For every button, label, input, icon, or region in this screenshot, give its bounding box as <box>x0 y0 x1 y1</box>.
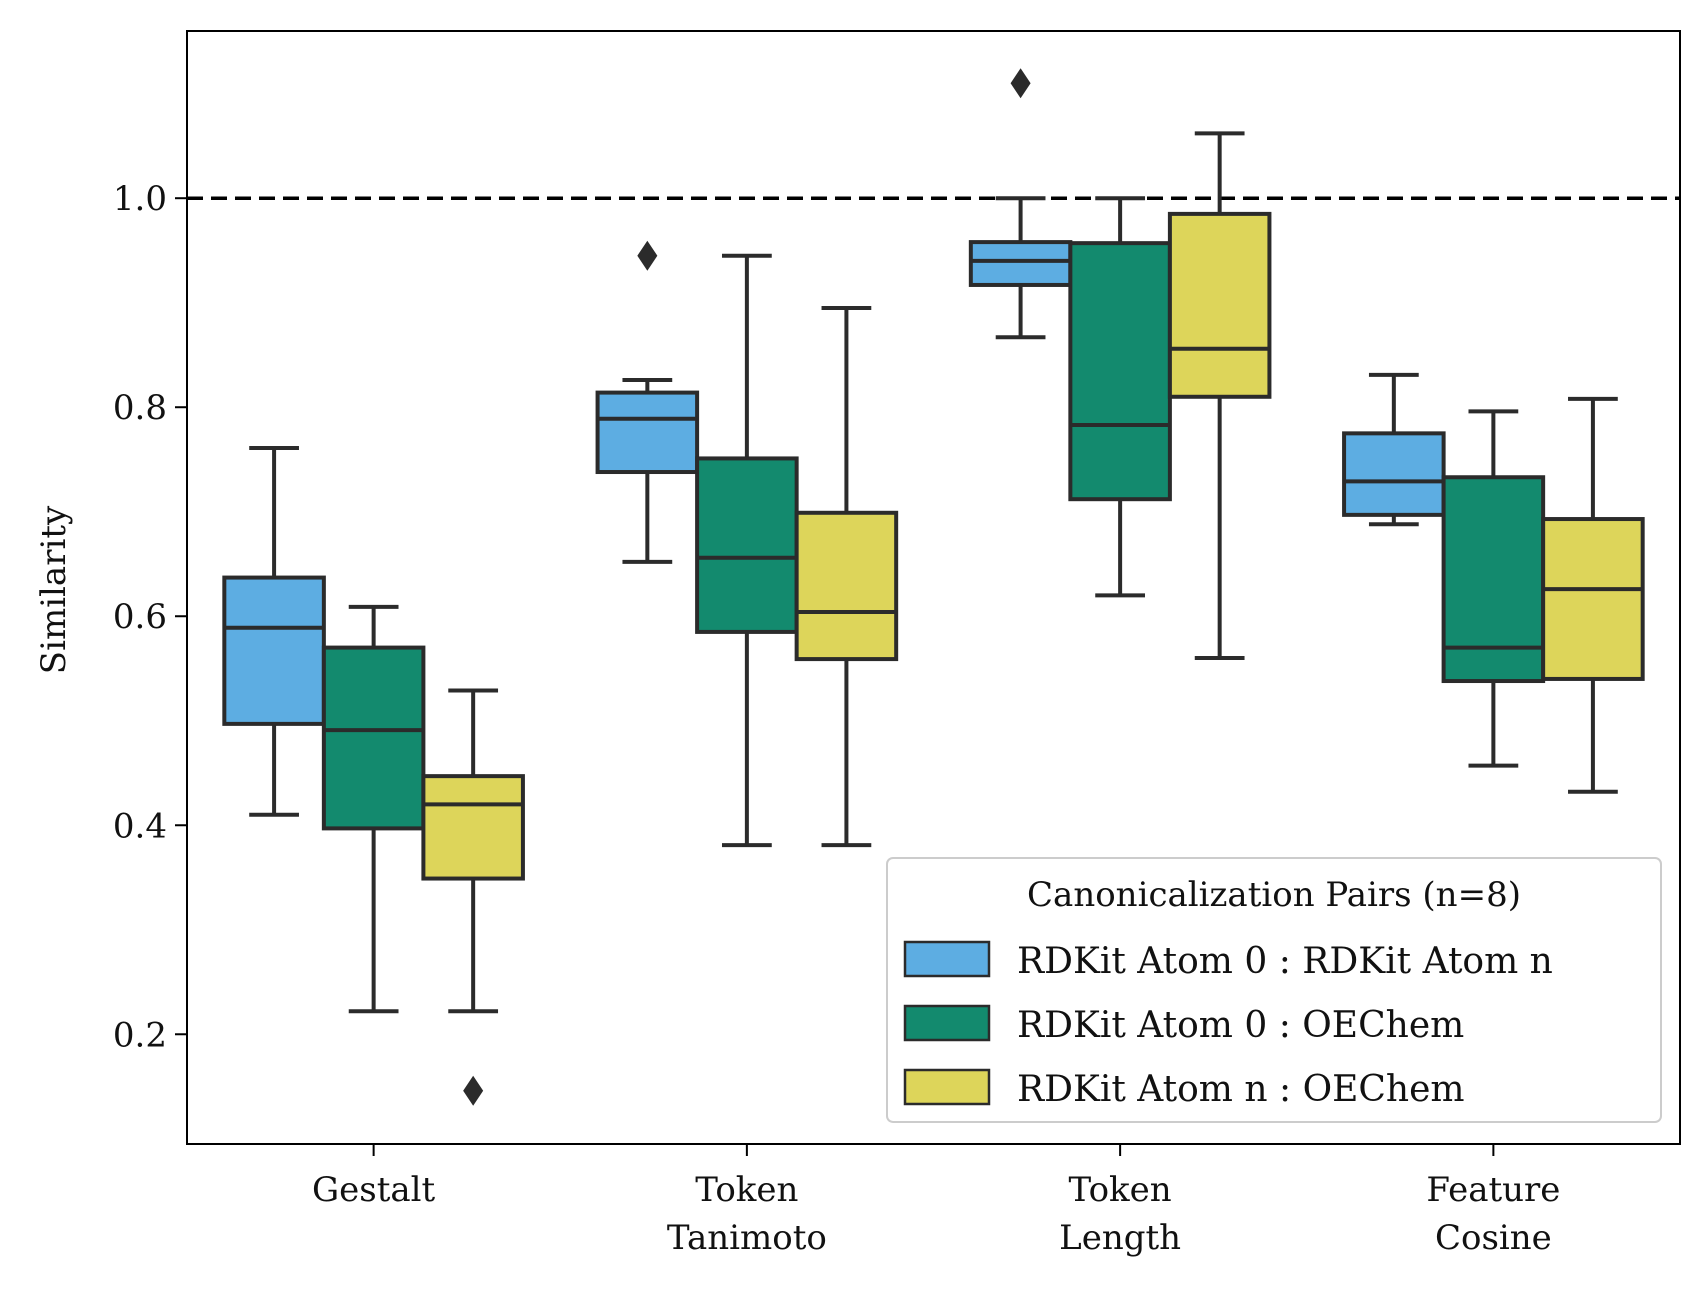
box-group <box>968 68 1073 340</box>
x-tick-label: Token <box>1069 1170 1172 1210</box>
x-tick-label: Cosine <box>1435 1218 1552 1258</box>
legend-swatch <box>903 940 991 978</box>
outlier-marker <box>1010 68 1031 99</box>
outlier-marker <box>463 1075 484 1106</box>
axes-frame <box>186 30 1681 1145</box>
box <box>222 575 326 726</box>
legend-swatch <box>903 1068 991 1106</box>
box-group <box>595 240 700 564</box>
box <box>1167 211 1272 399</box>
box <box>321 645 426 831</box>
box-group <box>1541 396 1645 794</box>
x-tick-label: Length <box>1059 1218 1181 1258</box>
box <box>695 456 799 634</box>
legend-swatch <box>903 1004 991 1042</box>
box-group <box>421 688 525 1106</box>
outlier-marker <box>637 240 658 271</box>
box <box>421 774 525 881</box>
legend-label: RDKit Atom 0 : RDKit Atom n <box>1017 941 1553 982</box>
legend-label: RDKit Atom 0 : OEChem <box>1017 1005 1464 1046</box>
legend-frame <box>886 857 1662 1123</box>
box-group <box>1441 409 1546 768</box>
y-tick-label: 0.2 <box>113 1015 167 1055</box>
x-tick-label: Feature <box>1426 1170 1560 1210</box>
box-group <box>695 253 799 848</box>
box <box>595 390 700 475</box>
box-group <box>794 305 899 848</box>
box-group <box>1342 372 1446 527</box>
box <box>968 240 1073 287</box>
x-tick-label: Token <box>695 1170 798 1210</box>
box <box>1342 431 1446 517</box>
plot-area <box>187 68 1680 1106</box>
x-tick-label: Tanimoto <box>667 1218 827 1258</box>
x-axis: Gestalt Token Tanimoto Token Length Feature Co… <box>312 1144 1560 1258</box>
y-tick-label: 0.4 <box>113 806 167 846</box>
box-group <box>1167 131 1272 661</box>
box <box>1541 517 1645 681</box>
box-group <box>1068 196 1172 598</box>
x-tick-label: Gestalt <box>312 1170 436 1210</box>
y-tick-label: 1.0 <box>113 179 167 219</box>
box <box>794 510 899 662</box>
legend: Canonicalization Pairs (n=8) RDKit Atom … <box>886 857 1662 1123</box>
legend-label: RDKit Atom n : OEChem <box>1017 1069 1465 1110</box>
box <box>1068 241 1172 502</box>
y-axis: 0.2 0.4 0.6 0.8 1.0 <box>113 179 187 1055</box>
y-tick-label: 0.8 <box>113 388 167 428</box>
legend-title: Canonicalization Pairs (n=8) <box>1027 875 1521 915</box>
y-tick-label: 0.6 <box>113 597 167 637</box>
y-axis-title: Similarity <box>34 505 74 674</box>
box <box>1441 475 1546 684</box>
box-group <box>321 604 426 1014</box>
